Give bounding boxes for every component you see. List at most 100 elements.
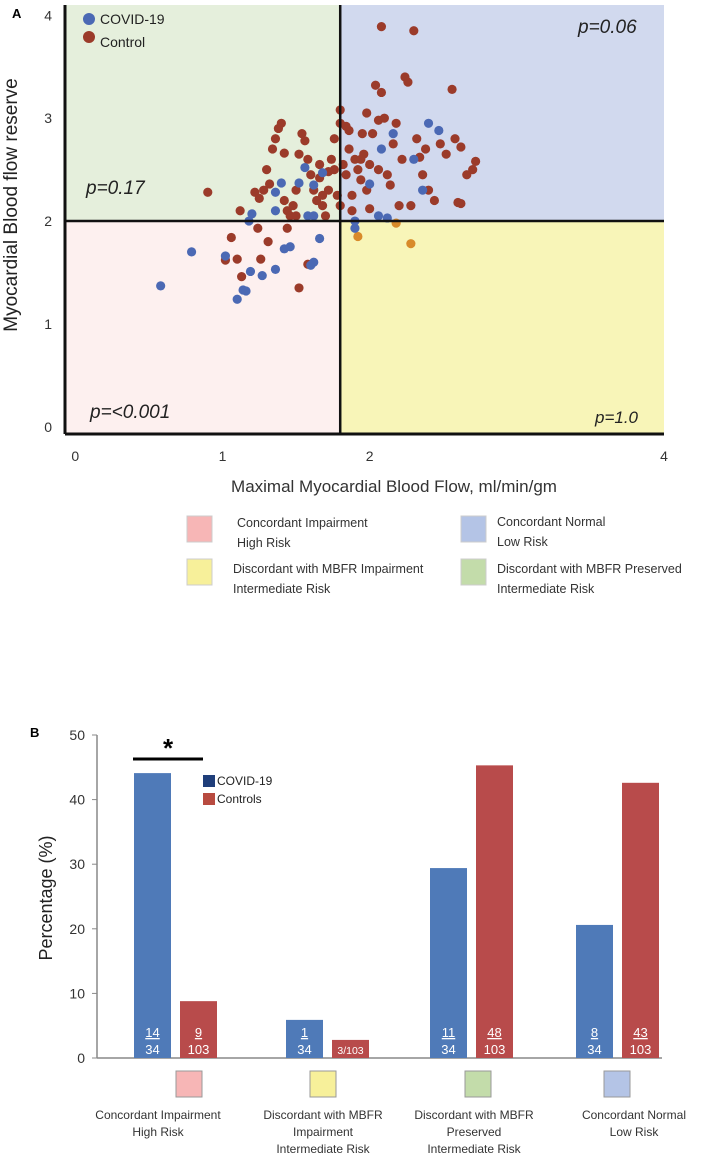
- point-control: [365, 159, 375, 170]
- key-swatch-concordant-normal: [460, 515, 487, 543]
- bar-controls: [180, 1001, 217, 1058]
- point-covid: [350, 223, 360, 233]
- category-label-line: Discordant with MBFR: [414, 1108, 534, 1122]
- point-covid: [388, 128, 398, 139]
- legend-marker-control: [83, 31, 95, 43]
- point-control: [259, 185, 269, 195]
- point-covid: [220, 251, 231, 261]
- point-control: [262, 165, 272, 175]
- legend-label-covid: COVID-19: [100, 11, 165, 27]
- category-label-line: Low Risk: [610, 1125, 660, 1139]
- bar-count-labels: 14 34 1 34 11 34 8 34 9 103 3/103 48 103 43 103: [145, 1025, 651, 1057]
- point-covid: [376, 144, 387, 154]
- bar-y-tick-label: 50: [69, 727, 85, 743]
- bar-covid: [576, 924, 613, 1058]
- category-label-line: Discordant with MBFR: [263, 1108, 383, 1122]
- point-control: [370, 80, 381, 90]
- point-covid: [241, 286, 251, 296]
- category-label-line: Intermediate Risk: [276, 1142, 370, 1156]
- x-axis-title: Maximal Myocardial Blood Flow, ml/min/gm: [231, 477, 557, 496]
- x-tick-label: 4: [660, 448, 668, 464]
- bar-y-tick-label: 20: [69, 921, 85, 937]
- point-control: [450, 134, 460, 144]
- category-label-line: Concordant Impairment: [95, 1108, 221, 1122]
- p-value-bottom-right: p=1.0: [594, 408, 639, 427]
- point-covid: [232, 294, 242, 304]
- point-covid: [245, 266, 256, 277]
- legend-marker-covid: [83, 13, 95, 25]
- scatter-tick-labels: 0 1 2 4 0 1 2 3 4: [44, 7, 668, 464]
- point-control: [347, 190, 357, 200]
- bar-y-tick-label: 40: [69, 792, 85, 808]
- point-control: [353, 231, 363, 242]
- point-covid: [309, 257, 319, 267]
- bar-count-denominator: 34: [587, 1042, 601, 1057]
- key-swatch-discordant-preserved: [460, 558, 487, 586]
- point-control: [317, 190, 328, 200]
- key-swatch-concordant-impairment: [186, 515, 213, 543]
- point-control: [232, 254, 242, 264]
- bar-count-denominator: 34: [297, 1042, 311, 1057]
- point-control: [376, 22, 387, 32]
- scatter-axes: [63, 5, 664, 436]
- point-control: [388, 139, 398, 149]
- point-control: [264, 179, 275, 189]
- point-covid: [418, 185, 428, 195]
- p-value-top-right: p=0.06: [577, 17, 637, 38]
- scatter-legend: COVID-19 Control: [83, 11, 165, 50]
- key-sub-concordant-impairment: High Risk: [237, 536, 291, 550]
- point-control: [254, 193, 264, 204]
- point-control: [329, 134, 339, 144]
- point-covid: [294, 178, 304, 188]
- x-tick-label: 0: [71, 448, 79, 464]
- point-control: [385, 180, 395, 190]
- point-covid: [270, 206, 281, 216]
- key-sub-discordant-preserved: Intermediate Risk: [497, 582, 595, 596]
- point-control: [203, 187, 213, 197]
- point-control: [279, 148, 289, 158]
- point-control: [435, 139, 445, 149]
- y-axis-title: Myocardial Blood flow reserve: [1, 78, 22, 331]
- point-control: [270, 134, 281, 144]
- point-control: [297, 128, 307, 139]
- quadrant-bottom-left: [65, 221, 341, 434]
- quadrant-top-left: [65, 5, 341, 222]
- point-control: [253, 223, 263, 233]
- point-control: [447, 84, 457, 94]
- point-control: [288, 201, 298, 211]
- point-covid: [257, 270, 267, 281]
- bar-count-numerator: 8: [591, 1025, 598, 1040]
- category-label-line: Preserved: [447, 1125, 502, 1139]
- point-control: [320, 211, 331, 221]
- point-control: [341, 121, 351, 131]
- y-tick-label: 2: [44, 213, 52, 229]
- point-control: [256, 254, 266, 264]
- bar-count-numerator: 1: [301, 1025, 308, 1040]
- bar-y-tick-label: 10: [69, 985, 85, 1001]
- point-control: [357, 128, 367, 139]
- point-control: [306, 170, 316, 180]
- panel-a-letter: A: [12, 6, 22, 21]
- point-control: [379, 113, 389, 123]
- y-tick-label: 3: [44, 110, 52, 126]
- point-control: [356, 154, 366, 164]
- bar-count-numerator: 48: [487, 1025, 501, 1040]
- point-control: [456, 142, 466, 152]
- point-control: [441, 149, 451, 159]
- category-swatch: [603, 1070, 631, 1098]
- x-tick-label: 2: [366, 448, 374, 464]
- point-control: [326, 154, 336, 164]
- legend-swatch-controls: [203, 793, 215, 805]
- point-control: [294, 149, 304, 159]
- panel-b-letter: B: [30, 725, 39, 740]
- point-control: [376, 87, 387, 98]
- y-tick-label: 0: [44, 419, 52, 435]
- bar-count-denominator: 103: [188, 1042, 210, 1057]
- quadrant-backgrounds: [65, 5, 664, 434]
- category-label-line: Impairment: [293, 1125, 354, 1139]
- point-covid: [270, 187, 281, 197]
- point-control: [317, 201, 328, 211]
- bar-category-labels: Concordant Impairment High Risk Discordant…: [95, 1070, 686, 1156]
- significance-star: *: [163, 733, 174, 763]
